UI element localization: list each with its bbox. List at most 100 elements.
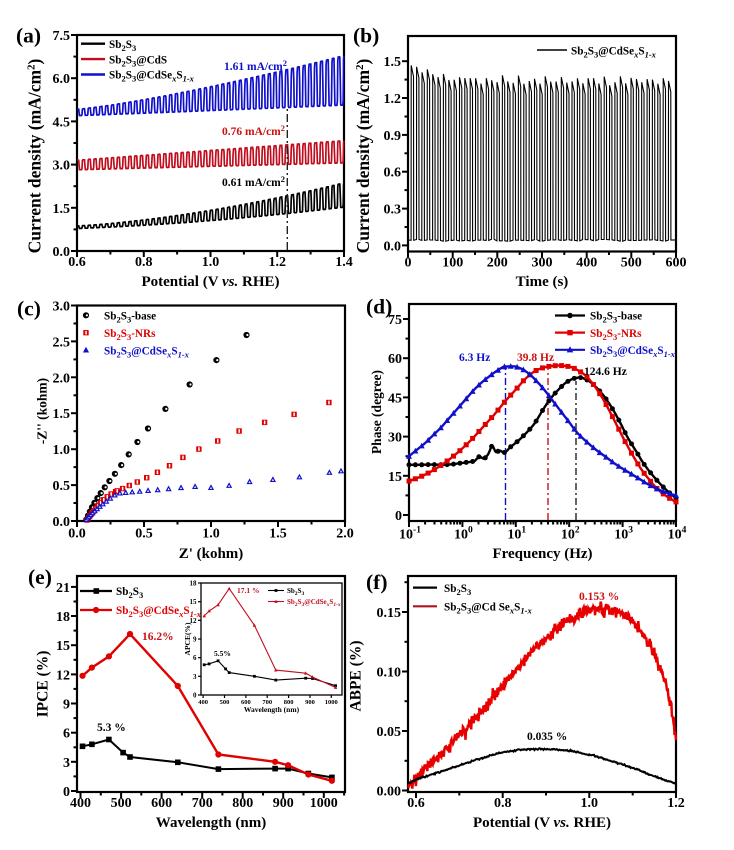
svg-text:-Z'' (kohm): -Z'' (kohm) <box>35 378 50 444</box>
svg-text:200: 200 <box>487 256 508 271</box>
svg-text:9: 9 <box>63 698 70 713</box>
svg-text:1000: 1000 <box>325 699 338 706</box>
svg-text:APCE(%): APCE(%) <box>183 622 192 655</box>
svg-text:1.61 mA/cm2: 1.61 mA/cm2 <box>224 58 287 73</box>
svg-text:ABPE (%): ABPE (%) <box>348 640 365 711</box>
svg-text:Sb2S3-NRs: Sb2S3-NRs <box>590 328 642 342</box>
svg-text:Wavelength (nm): Wavelength (nm) <box>244 705 300 714</box>
svg-text:0: 0 <box>395 509 402 524</box>
svg-text:1.2: 1.2 <box>384 92 402 107</box>
svg-text:6.0: 6.0 <box>53 72 71 87</box>
svg-text:1.5: 1.5 <box>384 55 402 70</box>
svg-text:1.0: 1.0 <box>581 796 599 811</box>
svg-text:800: 800 <box>232 796 253 811</box>
svg-text:18: 18 <box>190 580 198 588</box>
svg-text:(e): (e) <box>28 565 52 589</box>
svg-text:2.0: 2.0 <box>336 527 354 542</box>
svg-text:Sb2S3-NRs: Sb2S3-NRs <box>104 328 156 342</box>
svg-text:1.5: 1.5 <box>269 527 287 542</box>
svg-text:Sb2S3-base: Sb2S3-base <box>590 311 642 325</box>
svg-text:5.3 %: 5.3 % <box>97 722 126 734</box>
svg-text:104: 104 <box>668 526 687 543</box>
svg-text:16.2%: 16.2% <box>142 631 174 643</box>
svg-text:2.5: 2.5 <box>53 335 71 350</box>
svg-text:0.05: 0.05 <box>377 725 402 740</box>
svg-text:100: 100 <box>442 256 463 271</box>
svg-text:1.0: 1.0 <box>202 527 220 542</box>
svg-text:0.6: 0.6 <box>68 255 86 270</box>
svg-text:Phase (degree): Phase (degree) <box>369 370 384 454</box>
svg-text:100: 100 <box>454 526 473 543</box>
svg-text:10-1: 10-1 <box>399 526 421 543</box>
svg-text:12: 12 <box>56 668 70 683</box>
svg-text:1.0: 1.0 <box>53 443 71 458</box>
svg-text:0: 0 <box>193 692 197 700</box>
svg-text:0: 0 <box>405 256 412 271</box>
svg-text:Z' (kohm): Z' (kohm) <box>179 546 244 562</box>
svg-text:0.3: 0.3 <box>384 203 402 218</box>
svg-text:Time (s): Time (s) <box>516 274 569 290</box>
svg-text:12: 12 <box>190 617 198 625</box>
svg-text:18: 18 <box>56 610 70 625</box>
svg-text:Sb2S3: Sb2S3 <box>287 587 304 597</box>
svg-text:0.9: 0.9 <box>384 129 402 144</box>
svg-text:7.5: 7.5 <box>53 29 71 44</box>
svg-text:(f): (f) <box>366 570 387 594</box>
svg-text:3.0: 3.0 <box>53 159 71 174</box>
svg-text:3: 3 <box>193 673 197 681</box>
svg-text:0.5: 0.5 <box>135 527 153 542</box>
svg-text:0.153 %: 0.153 % <box>579 591 619 603</box>
svg-text:0.61 mA/cm2: 0.61 mA/cm2 <box>222 174 285 189</box>
svg-text:0.0: 0.0 <box>53 515 71 530</box>
svg-text:400: 400 <box>70 796 91 811</box>
svg-text:Sb2S3@CdS: Sb2S3@CdS <box>109 54 167 68</box>
svg-text:0.5: 0.5 <box>53 479 71 494</box>
svg-text:4.5: 4.5 <box>53 115 71 130</box>
svg-text:600: 600 <box>666 256 687 271</box>
svg-text:Sb2S3@CdSexS1-x: Sb2S3@CdSexS1-x <box>590 345 676 359</box>
svg-text:Sb2S3@CdSexS1-x: Sb2S3@CdSexS1-x <box>287 598 341 608</box>
svg-text:15: 15 <box>190 598 198 606</box>
svg-text:500: 500 <box>111 796 132 811</box>
svg-text:101: 101 <box>507 526 526 543</box>
svg-text:1.2: 1.2 <box>667 796 685 811</box>
svg-text:1.0: 1.0 <box>202 255 220 270</box>
svg-text:124.6 Hz: 124.6 Hz <box>584 366 627 378</box>
svg-text:Wavelength (nm): Wavelength (nm) <box>156 815 266 831</box>
svg-text:6.3 Hz: 6.3 Hz <box>459 352 490 364</box>
svg-text:30: 30 <box>388 431 402 446</box>
svg-text:Sb2S3: Sb2S3 <box>109 39 136 53</box>
svg-text:1.5: 1.5 <box>53 407 71 422</box>
svg-text:Sb2S3@Cd SexS1-x: Sb2S3@Cd SexS1-x <box>444 602 532 616</box>
svg-text:600: 600 <box>241 699 251 706</box>
svg-text:IPCE (%): IPCE (%) <box>35 651 52 718</box>
svg-text:0.0: 0.0 <box>68 527 86 542</box>
svg-text:500: 500 <box>621 256 642 271</box>
svg-text:300: 300 <box>532 256 553 271</box>
svg-text:0.0: 0.0 <box>53 245 71 260</box>
svg-text:Sb2S3-base: Sb2S3-base <box>104 311 156 325</box>
svg-text:75: 75 <box>388 313 402 328</box>
svg-text:400: 400 <box>198 699 208 706</box>
svg-text:17.1 %: 17.1 % <box>237 586 260 595</box>
svg-text:0: 0 <box>63 785 70 800</box>
svg-text:Current density (mA/cm2): Current density (mA/cm2) <box>353 58 373 253</box>
svg-text:0.0: 0.0 <box>384 239 402 254</box>
svg-text:0.035 %: 0.035 % <box>527 731 567 743</box>
svg-text:Sb2S3@CdSexS1-x: Sb2S3@CdSexS1-x <box>104 345 190 359</box>
svg-text:(b): (b) <box>353 24 379 48</box>
svg-text:15: 15 <box>56 639 70 654</box>
svg-text:900: 900 <box>273 796 294 811</box>
svg-text:Potential (V vs. RHE): Potential (V vs. RHE) <box>473 815 611 831</box>
svg-text:Sb2S3@CdSexS1-x: Sb2S3@CdSexS1-x <box>571 45 657 59</box>
svg-text:0.00: 0.00 <box>377 785 402 800</box>
svg-text:(d): (d) <box>366 295 392 319</box>
svg-text:600: 600 <box>151 796 172 811</box>
svg-text:102: 102 <box>561 526 580 543</box>
svg-text:3: 3 <box>63 756 70 771</box>
svg-text:2.0: 2.0 <box>53 371 71 386</box>
svg-text:(a): (a) <box>16 24 41 48</box>
svg-text:Sb2S3: Sb2S3 <box>116 586 143 600</box>
svg-text:1.5: 1.5 <box>53 202 71 217</box>
svg-text:Frequency (Hz): Frequency (Hz) <box>492 546 592 562</box>
